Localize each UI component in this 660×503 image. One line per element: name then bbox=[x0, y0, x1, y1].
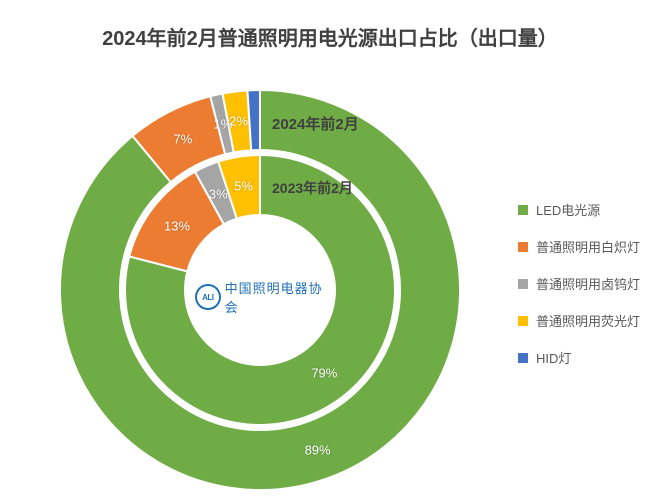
logo-mark-text: ALI bbox=[202, 293, 213, 302]
legend-label: 普通照明用卤钨灯 bbox=[536, 274, 640, 293]
legend-label: LED电光源 bbox=[536, 200, 600, 219]
legend-item: 普通照明用荧光灯 bbox=[518, 311, 640, 330]
legend-label: 普通照明用荧光灯 bbox=[536, 311, 640, 330]
legend-item: LED电光源 bbox=[518, 200, 640, 219]
logo-text: 中国照明电器协会 bbox=[225, 278, 335, 316]
legend-label: HID灯 bbox=[536, 348, 571, 367]
legend-label: 普通照明用白炽灯 bbox=[536, 237, 640, 256]
legend: LED电光源普通照明用白炽灯普通照明用卤钨灯普通照明用荧光灯 HID灯 bbox=[518, 200, 640, 367]
logo-mark: ALI bbox=[195, 284, 221, 310]
center-logo: ALI 中国照明电器协会 bbox=[195, 278, 335, 316]
chart-container: 2024年前2月普通照明用电光源出口占比（出口量） 89%7%1%2%79%13… bbox=[0, 0, 660, 503]
legend-item: 普通照明用卤钨灯 bbox=[518, 274, 640, 293]
donut-chart: 89%7%1%2%79%13%3%5% 2024年前2月 2023年前2月 AL… bbox=[20, 60, 460, 500]
inner-ring-label: 2023年前2月 bbox=[272, 178, 353, 198]
chart-title: 2024年前2月普通照明用电光源出口占比（出口量） bbox=[0, 22, 660, 51]
legend-swatch bbox=[518, 353, 528, 363]
legend-swatch bbox=[518, 205, 528, 215]
legend-swatch bbox=[518, 242, 528, 252]
legend-swatch bbox=[518, 279, 528, 289]
legend-item: HID灯 bbox=[518, 348, 640, 367]
outer-ring-label: 2024年前2月 bbox=[272, 113, 359, 134]
legend-swatch bbox=[518, 316, 528, 326]
legend-item: 普通照明用白炽灯 bbox=[518, 237, 640, 256]
